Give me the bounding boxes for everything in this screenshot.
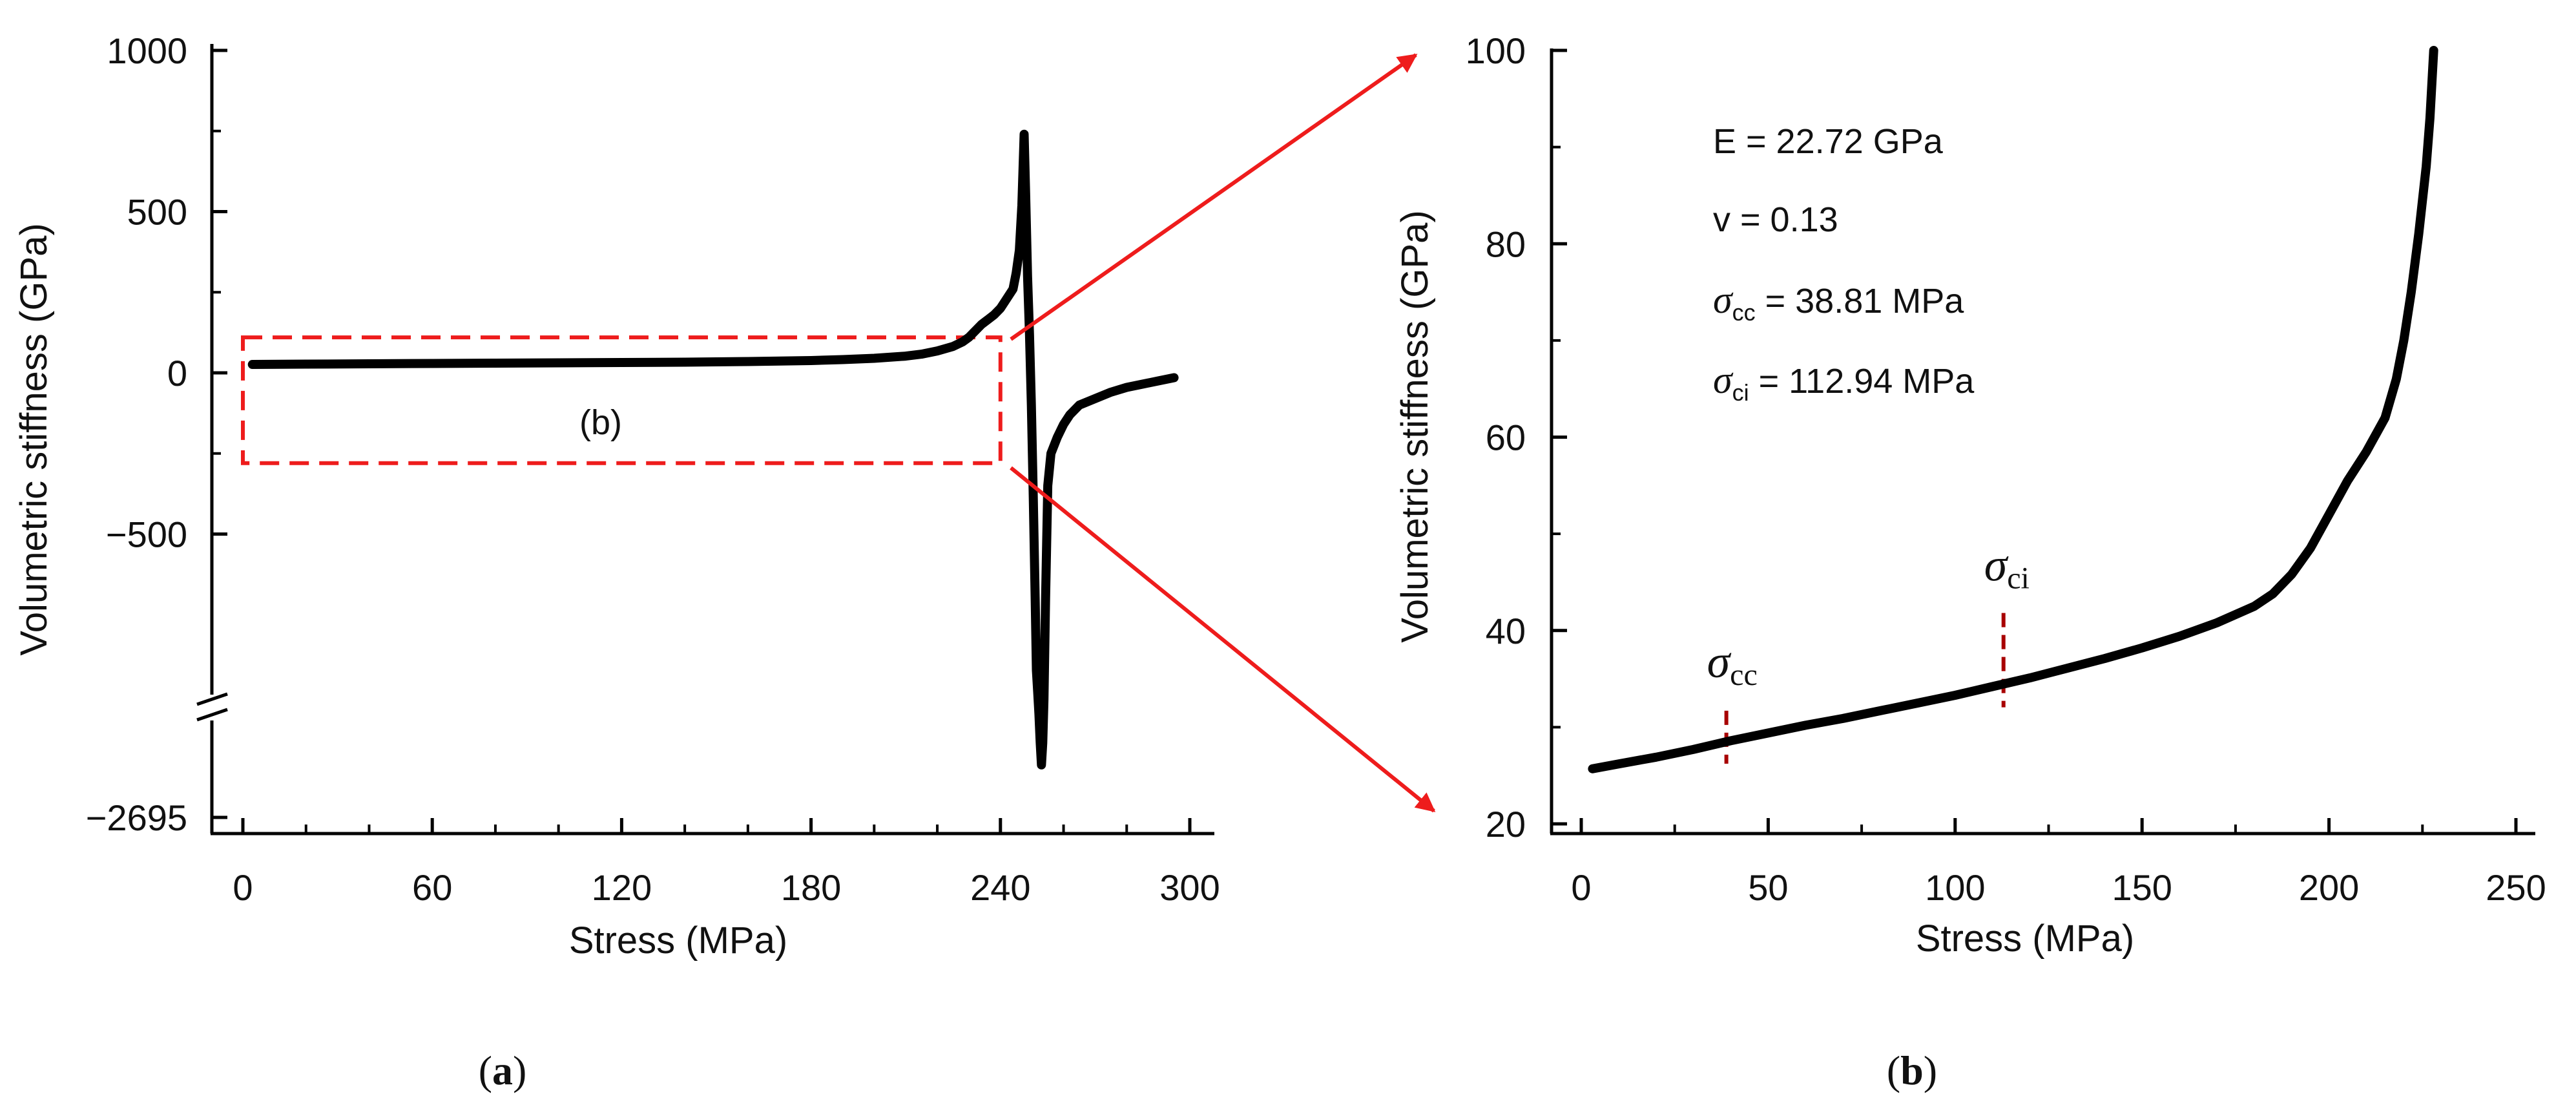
- panel-a-x-tick-label: 120: [592, 867, 652, 908]
- panel-a: 0 60 120 180 240 300 1000 500 0 −500 −2695 Stress …: [13, 30, 1220, 962]
- panel-a-x-tick-label: 0: [233, 867, 253, 908]
- panel-b-x-tick-label: 50: [1748, 867, 1788, 908]
- caption-b: (b): [1887, 1047, 1937, 1093]
- zoom-arrow-top: [1010, 53, 1418, 341]
- panel-a-y-tick-label: 1000: [107, 30, 187, 71]
- panel-a-x-tick-label: 180: [781, 867, 841, 908]
- modulus-annotation: E = 22.72 GPa: [1713, 122, 1944, 161]
- panel-b-y-label: Volumetric stiffness (GPa): [1394, 210, 1436, 642]
- caption-a: (a): [479, 1047, 527, 1093]
- sigma-cc-marker-label: σcc: [1707, 636, 1758, 692]
- panel-a-x-tick-label: 300: [1159, 867, 1220, 908]
- panel-b-x-tick-label: 0: [1571, 867, 1591, 908]
- panel-b-y-tick-label: 60: [1486, 417, 1526, 458]
- panel-b-y-tick-label: 20: [1486, 804, 1526, 845]
- sigma-ci-annotation: σci = 112.94 MPa: [1713, 359, 1975, 406]
- panel-a-x-tick-label: 240: [970, 867, 1030, 908]
- panel-a-y-tick-label: 500: [127, 192, 187, 233]
- inset-label: (b): [579, 403, 622, 442]
- panel-b-y-tick-label: 40: [1486, 611, 1526, 651]
- panel-a-y-tick-label: 0: [167, 353, 187, 394]
- panel-b-x-label: Stress (MPa): [1916, 918, 2134, 960]
- panel-b-y-tick-label: 100: [1466, 30, 1526, 71]
- panel-b-x-tick-label: 100: [1925, 867, 1985, 908]
- panel-a-y-tick-label: −2695: [86, 797, 187, 838]
- panel-a-y-tick-label: −500: [106, 514, 187, 555]
- panel-b-x-tick-label: 200: [2299, 867, 2359, 908]
- panel-b-tick-labels: 0 50 100 150 200 250 20 40 60 80 100: [1466, 30, 2546, 908]
- panel-b-x-tick-label: 150: [2112, 867, 2172, 908]
- panel-a-x-tick-label: 60: [412, 867, 452, 908]
- sigma-cc-annotation: σcc = 38.81 MPa: [1713, 278, 1964, 326]
- panel-b-y-tick-label: 80: [1486, 224, 1526, 264]
- panel-a-x-label: Stress (MPa): [569, 920, 787, 962]
- zoom-arrow-bottom: [1010, 466, 1436, 813]
- zoom-box: [241, 335, 1002, 465]
- panel-a-axis-break: [196, 692, 228, 722]
- panel-a-series-line: [247, 129, 1179, 770]
- sigma-ci-marker-label: σci: [1984, 540, 2030, 596]
- panel-a-tick-labels: 0 60 120 180 240 300 1000 500 0 −500 −2695: [86, 30, 1220, 908]
- panel-a-y-label: Volumetric stiffness (GPa): [13, 223, 55, 655]
- panel-b-series-line: [1588, 46, 2438, 773]
- poisson-annotation: v = 0.13: [1713, 200, 1838, 239]
- panel-b-x-tick-label: 250: [2486, 867, 2546, 908]
